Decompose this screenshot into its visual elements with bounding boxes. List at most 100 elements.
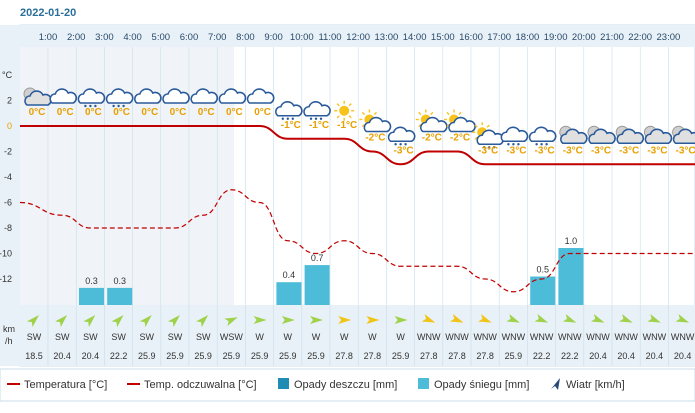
hour-label: 6:00 <box>180 32 199 43</box>
hour-label: 5:00 <box>152 32 171 43</box>
snowflake-dot <box>89 104 92 108</box>
snowflake-dot <box>488 146 491 149</box>
wind-unit-top: km <box>3 324 15 334</box>
cloud-icon <box>190 88 219 104</box>
legend-snow-label: Opady śniegu [mm] <box>434 379 529 391</box>
temperature-label: 0°C <box>85 107 102 118</box>
wind-arrow-icon <box>55 315 68 328</box>
wind-speed-label: 25.9 <box>392 351 410 361</box>
wind-speed-label: 20.4 <box>53 351 71 361</box>
snowflake-dot <box>399 143 402 146</box>
cloud-shape <box>134 88 162 104</box>
cloud-shape <box>190 88 219 104</box>
wind-arrow-icon <box>196 315 209 328</box>
legend-frame <box>0 368 695 402</box>
header-date: 2022-01-20 <box>20 7 76 19</box>
wind-direction-label: WNW <box>417 332 441 342</box>
wind-arrow-icon <box>224 317 238 327</box>
y-axis-band <box>0 25 20 366</box>
hour-label: 12:00 <box>346 32 370 43</box>
wind-direction-label: WNW <box>530 332 554 342</box>
cloud-shape <box>303 101 331 117</box>
temperature-line <box>20 125 695 166</box>
snow-bar-label: 0.5 <box>536 265 549 275</box>
temperature-label: -3°C <box>647 145 667 156</box>
wind-arrow-icon <box>590 314 605 323</box>
wind-speed-label: 22.2 <box>110 351 128 361</box>
hour-label: 3:00 <box>95 32 114 43</box>
hour-labels: 1:00 2:00 3:00 4:00 5:00 6:00 7:00 8:00 9:00 10:0… <box>39 32 681 43</box>
wind-arrow-icon <box>281 316 295 324</box>
snowflake-dot <box>291 117 294 120</box>
snowflake-dot <box>319 117 323 120</box>
wind-speed-label: 25.9 <box>138 351 156 361</box>
temperature-label: -3°C <box>619 145 639 156</box>
temperature-label: 0°C <box>198 107 215 118</box>
wind-direction-label: SW <box>83 332 98 342</box>
hour-label: 4:00 <box>123 32 142 43</box>
snow-cloud-icon <box>303 101 331 120</box>
legend-rain-swatch <box>278 378 289 389</box>
snowflake-dot <box>394 143 397 146</box>
wind-speed-label: 20.4 <box>674 351 692 361</box>
temperature-label: 0°C <box>170 107 187 118</box>
wind-direction-label: WNW <box>445 332 469 342</box>
cloud-shape <box>672 128 695 145</box>
hours-band <box>20 25 695 47</box>
hour-label: 13:00 <box>375 32 399 43</box>
temperature-label: 0°C <box>113 107 130 118</box>
wind-direction-label: SW <box>27 332 42 342</box>
snowflake-dot <box>122 104 125 108</box>
weather-icons <box>23 87 695 149</box>
cloud-moon-icon <box>559 125 588 145</box>
snowflake-dot <box>84 104 87 108</box>
cloud-shape <box>588 128 616 145</box>
hour-label: 15:00 <box>431 32 455 43</box>
y-tick-label: -2 <box>4 147 12 157</box>
sun-cloud-icon <box>359 109 392 133</box>
hour-label: 20:00 <box>572 32 596 43</box>
precipitation-bars: 0.3 0.3 0.4 0.7 0.5 1.0 <box>79 236 584 305</box>
sun-ray <box>474 136 478 140</box>
temperature-label: -3°C <box>591 145 611 156</box>
hour-label: 2:00 <box>67 32 86 43</box>
cloud-shape <box>616 128 645 145</box>
hour-label: 10:00 <box>290 32 314 43</box>
temperature-label: -2°C <box>365 133 385 144</box>
snowflake-dot <box>535 143 538 146</box>
snow-bar-label: 0.3 <box>85 276 98 286</box>
legend-feels-like-label: Temp. odczuwalna [°C] <box>144 379 257 391</box>
hour-label: 17:00 <box>487 32 511 43</box>
cloud-shape <box>77 88 106 104</box>
sun-ray <box>348 115 352 119</box>
wind-speed-label: 20.4 <box>646 351 664 361</box>
wind-direction-label: W <box>284 332 293 342</box>
night-band <box>20 47 234 305</box>
cloud-moon-icon <box>23 87 52 106</box>
wind-direction-label: WNW <box>671 332 695 342</box>
cloud-shape <box>275 101 303 117</box>
hour-label: 18:00 <box>516 32 540 43</box>
cloud-moon-icon <box>643 125 673 145</box>
hour-label: 8:00 <box>236 32 255 43</box>
temperature-labels: 0°C 0°C 0°C 0°C 0°C 0°C 0°C 0°C 0°C-1°C -1°C -1°C-… <box>29 107 695 156</box>
wind-arrow-icon <box>562 314 577 323</box>
hour-label: 19:00 <box>544 32 568 43</box>
temperature-label: -3°C <box>535 145 555 156</box>
wind-unit-bottom: /h <box>5 336 13 346</box>
wind-speed-label: 25.9 <box>223 351 241 361</box>
hour-label: 14:00 <box>403 32 427 43</box>
wind-speed-label: 22.2 <box>561 351 579 361</box>
sun-icon <box>334 100 355 121</box>
wind-direction-label: SW <box>196 332 211 342</box>
wind-speed-label: 25.9 <box>166 351 184 361</box>
cloud-shape <box>560 128 588 145</box>
temperature-label: 0°C <box>141 107 158 118</box>
wind-direction-label: SW <box>168 332 183 342</box>
wind-speed-label: 27.8 <box>448 351 466 361</box>
y-tick-label: 0 <box>7 121 12 131</box>
wind-direction-label: WNW <box>614 332 638 342</box>
cloud-icon <box>49 88 78 104</box>
cloud-moon-icon <box>615 125 645 145</box>
sun-ray <box>446 111 450 116</box>
